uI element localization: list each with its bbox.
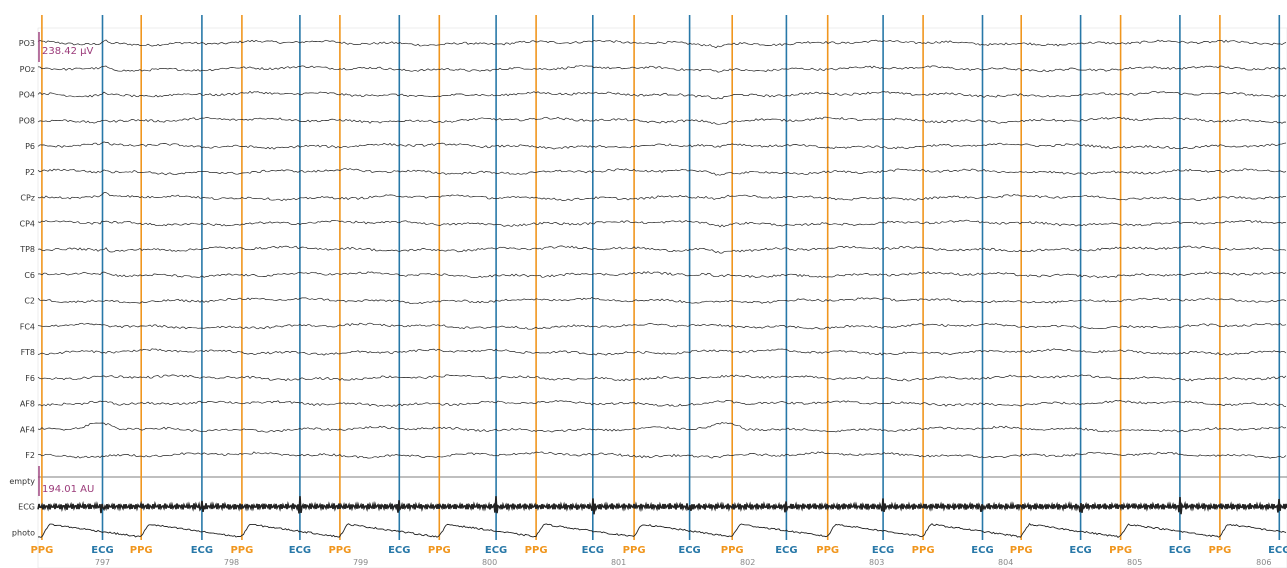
trace-tp8 [37,245,1287,254]
trace-p6 [37,141,1287,150]
time-axis: 797 798 799 800 801 802 803 804 805 806 [95,558,1272,567]
scale-label-eeg: 238.42 µV [42,46,94,57]
event-label-ecg: ECG [91,545,113,556]
event-label-ecg: ECG [971,545,993,556]
channel-label-poz: POz [20,65,35,74]
channel-label-c6: C6 [24,271,35,280]
event-label-ecg: ECG [388,545,410,556]
channel-label-f2: F2 [25,451,35,460]
time-tick-label: 805 [1127,558,1142,567]
channel-label-cp4: CP4 [20,219,36,228]
channel-label-f6: F6 [25,374,35,383]
channel-label-po3: PO3 [19,39,35,48]
trace-p2 [37,168,1287,176]
event-label-ppg: PPG [230,545,253,556]
event-markers [41,15,1281,540]
channel-label-po8: PO8 [19,116,35,125]
time-tick-label: 797 [95,558,110,567]
trace-cpz [37,192,1287,202]
channel-label-ft8: FT8 [21,348,35,357]
trace-af4 [37,421,1287,433]
time-tick-label: 802 [740,558,755,567]
trace-poz [37,65,1287,73]
channel-label-p6: P6 [25,142,35,151]
trace-po4 [37,90,1287,100]
time-tick-label: 798 [224,558,239,567]
event-label-ppg: PPG [428,545,451,556]
channel-label-po4: PO4 [19,91,35,100]
event-label-ecg: ECG [485,545,507,556]
channel-label-c2: C2 [24,297,35,306]
channel-label-fc4: FC4 [20,322,35,331]
event-label-ppg: PPG [130,545,153,556]
event-labels: PPG ECG PPG ECG PPG ECG PPG ECG PPG ECG PPG ECG PPG E… [30,545,1287,556]
trace-f6 [37,374,1287,382]
event-label-ppg: PPG [912,545,935,556]
channel-label-empty: empty [9,477,35,486]
event-label-ecg: ECG [582,545,604,556]
event-label-ppg: PPG [816,545,839,556]
trace-af8 [37,400,1287,408]
signal-traces [37,39,1287,538]
time-tick-label: 803 [869,558,884,567]
event-label-ecg: ECG [191,545,213,556]
channel-labels: PO3 POz PO4 PO8 P6 P2 CPz CP4 TP8 C6 C2 FC4 FT8 F6 AF8… [9,39,35,537]
trace-fc4 [37,322,1287,330]
time-tick-label: 801 [611,558,626,567]
event-label-ecg: ECG [1268,545,1287,556]
event-label-ppg: PPG [623,545,646,556]
event-label-ppg: PPG [1010,545,1033,556]
channel-label-af8: AF8 [20,400,35,409]
channel-label-tp8: TP8 [19,245,35,254]
event-label-ecg: ECG [775,545,797,556]
channel-label-af4: AF4 [20,425,35,434]
trace-photo [37,522,1287,538]
trace-f2 [37,451,1287,459]
event-label-ppg: PPG [30,545,53,556]
event-label-ecg: ECG [872,545,894,556]
time-tick-label: 806 [1256,558,1271,567]
plot-area [37,27,1287,568]
channel-label-photo: photo [12,528,35,537]
trace-c6 [37,271,1287,279]
channel-label-p2: P2 [25,168,35,177]
scale-label-aux: 194.01 AU [42,484,94,495]
trace-cp4 [37,219,1287,228]
event-label-ppg: PPG [328,545,351,556]
event-label-ecg: ECG [678,545,700,556]
trace-po8 [37,116,1287,125]
event-label-ecg: ECG [289,545,311,556]
trace-ft8 [37,348,1287,356]
trace-ecg [37,496,1287,515]
event-label-ppg: PPG [721,545,744,556]
event-label-ppg: PPG [525,545,548,556]
time-tick-label: 799 [353,558,368,567]
event-label-ppg: PPG [1208,545,1231,556]
time-tick-label: 800 [482,558,497,567]
channel-label-ecg: ECG [18,503,35,512]
trace-po3 [37,39,1287,49]
time-tick-label: 804 [998,558,1013,567]
event-label-ecg: ECG [1169,545,1191,556]
trace-c2 [37,296,1287,304]
event-label-ppg: PPG [1109,545,1132,556]
channel-label-cpz: CPz [20,194,35,203]
event-label-ecg: ECG [1069,545,1091,556]
